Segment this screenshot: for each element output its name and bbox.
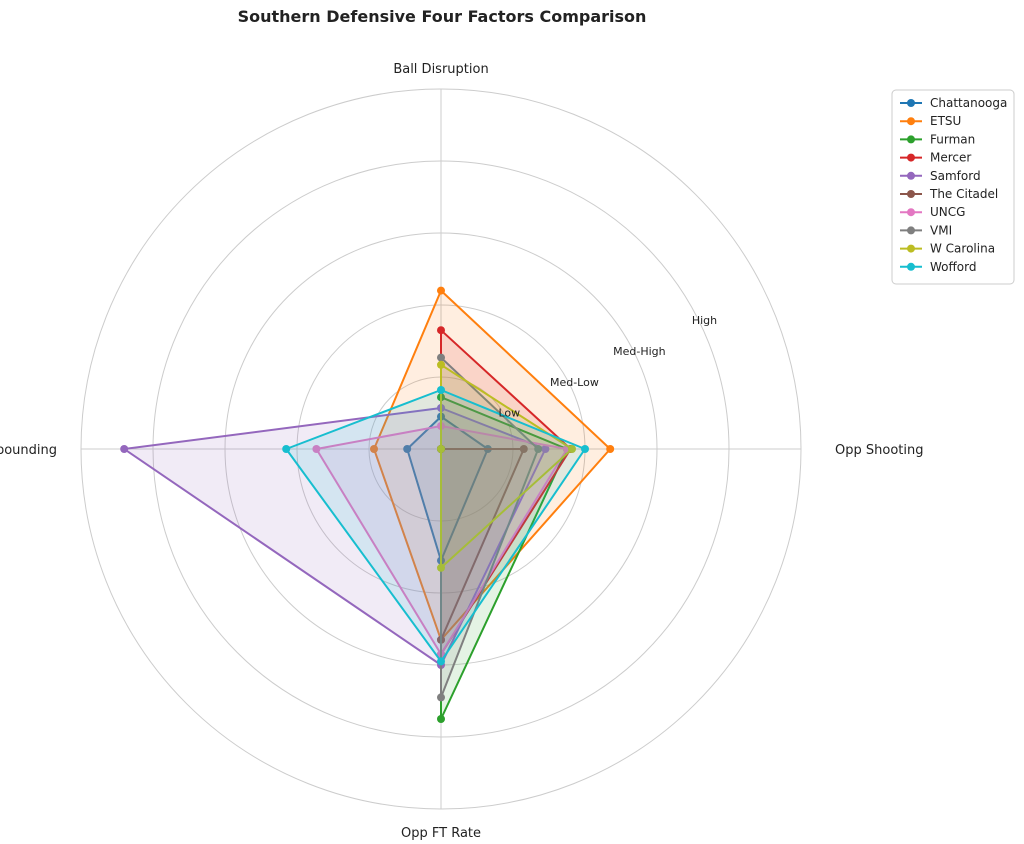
legend-marker [907, 117, 915, 126]
data-point [370, 445, 378, 453]
legend: Chattanooga ETSU Furman Mercer Samford The Ci… [891, 89, 1015, 285]
legend-item: VMI [900, 223, 952, 237]
legend-item: The Citadel [900, 187, 998, 201]
legend-label: UNCG [930, 205, 965, 219]
series-9 [282, 386, 589, 666]
data-point [403, 445, 412, 453]
legend-item: Chattanooga [900, 96, 1007, 110]
legend-marker [907, 190, 915, 198]
data-point [312, 445, 321, 453]
legend-label: ETSU [930, 114, 961, 128]
axis-labels: Ball Disruption Opp Shooting Opp FT Rate De… [0, 62, 923, 841]
data-point [519, 445, 528, 453]
legend-label: Wofford [930, 260, 976, 274]
legend-label: W Carolina [930, 242, 995, 256]
legend-item: Samford [900, 169, 981, 183]
series-8 [437, 360, 576, 572]
legend-marker [907, 135, 915, 144]
legend-box [891, 89, 1015, 285]
series-fill [441, 357, 539, 698]
axis-label: Ball Disruption [393, 62, 488, 77]
series-layer [120, 286, 615, 723]
chart-title: Southern Defensive Four Factors Comparis… [238, 7, 647, 26]
data-point [437, 353, 445, 362]
tick-label: High [692, 314, 717, 327]
series-fill [407, 416, 488, 561]
data-point [606, 445, 615, 453]
data-point [437, 657, 445, 666]
data-point [541, 445, 550, 453]
legend-item: UNCG [900, 205, 965, 219]
legend-label: Samford [930, 169, 981, 183]
legend-item: W Carolina [900, 242, 995, 256]
legend-item: ETSU [900, 114, 961, 128]
series-fill [441, 397, 567, 719]
legend-item: Furman [900, 132, 975, 146]
tick-label: Med-High [613, 345, 666, 358]
legend-marker [907, 153, 915, 162]
data-point [437, 715, 445, 723]
series-fill [374, 290, 611, 640]
data-point [437, 563, 445, 572]
legend-marker [907, 226, 915, 235]
legend-marker [907, 171, 915, 180]
axis-label: Def Rebounding [0, 443, 57, 458]
data-point [120, 445, 129, 453]
axis-label: Opp FT Rate [401, 826, 481, 841]
data-point [437, 693, 445, 702]
data-point [437, 286, 445, 295]
data-point [437, 360, 445, 369]
tick-labels: Low Med-Low Med-High High [498, 314, 717, 420]
series-fill [286, 390, 585, 662]
tick-label: Med-Low [550, 376, 599, 389]
legend-label: The Citadel [929, 187, 998, 201]
series-fill [441, 364, 572, 568]
data-point [437, 386, 445, 394]
legend-marker [907, 262, 915, 271]
data-point [437, 445, 445, 453]
legend-label: Mercer [930, 151, 971, 165]
legend-marker [907, 208, 915, 217]
axis-label: Opp Shooting [835, 443, 923, 458]
tick-label: Low [498, 407, 520, 420]
data-point [568, 445, 576, 453]
legend-item: Wofford [900, 260, 976, 274]
legend-marker [907, 99, 915, 107]
legend-label: Chattanooga [930, 96, 1007, 110]
data-point [282, 445, 291, 453]
legend-marker [907, 244, 915, 253]
legend-label: VMI [930, 223, 952, 237]
data-point [534, 445, 543, 453]
data-point [437, 326, 445, 335]
legend-item: Mercer [900, 151, 971, 165]
data-point [581, 445, 589, 453]
legend-label: Furman [930, 132, 975, 146]
grid [80, 88, 802, 810]
